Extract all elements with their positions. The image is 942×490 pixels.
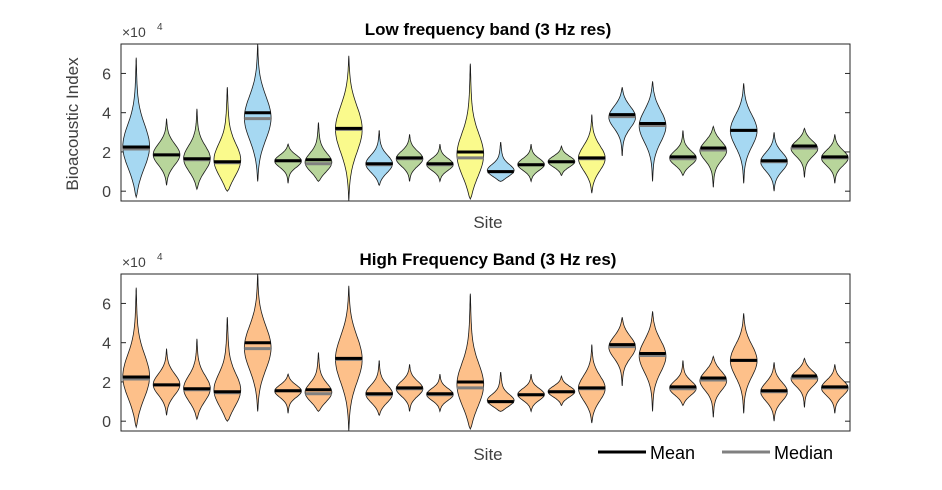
violin-14 bbox=[517, 144, 545, 183]
violin-6 bbox=[274, 373, 302, 414]
violin-1 bbox=[122, 287, 151, 429]
violin-7 bbox=[304, 352, 333, 412]
violin-3 bbox=[183, 338, 211, 421]
violin-23 bbox=[790, 357, 819, 408]
panel-1-xlabel: Site bbox=[473, 213, 502, 232]
panel-1-exponent-power: 4 bbox=[157, 22, 163, 33]
y-tick-label: 2 bbox=[102, 375, 111, 392]
violin-2 bbox=[152, 348, 181, 416]
y-tick-label: 6 bbox=[102, 66, 111, 83]
violin-12 bbox=[456, 293, 485, 431]
y-tick-label: 4 bbox=[102, 336, 111, 353]
violin-16 bbox=[577, 344, 606, 424]
panel-1-axes-box bbox=[120, 43, 851, 202]
panel-1-ylabel: Bioacoustic Index bbox=[63, 57, 82, 191]
panel-2: 0 2 4 6 bbox=[102, 273, 851, 432]
violin-1 bbox=[122, 57, 151, 199]
violin-18 bbox=[638, 81, 667, 182]
panel-2-exponent-base: ×10 bbox=[122, 254, 146, 270]
y-tick-label: 4 bbox=[102, 106, 111, 123]
violin-2 bbox=[152, 118, 181, 186]
y-tick-label: 0 bbox=[102, 184, 111, 201]
violin-13 bbox=[486, 372, 515, 412]
y-tick-label: 2 bbox=[102, 145, 111, 162]
violin-12 bbox=[456, 63, 485, 201]
panel-1-exponent-base: ×10 bbox=[122, 24, 146, 40]
violin-13 bbox=[486, 142, 515, 182]
violin-19 bbox=[669, 130, 697, 177]
panel-1: 0 2 4 6 bbox=[102, 43, 851, 202]
violin-14 bbox=[517, 374, 545, 413]
violin-20 bbox=[699, 355, 728, 418]
violin-18 bbox=[638, 311, 667, 412]
violin-3 bbox=[183, 108, 211, 191]
violin-21 bbox=[729, 313, 758, 414]
violin-4 bbox=[213, 87, 242, 192]
violin-20 bbox=[699, 125, 728, 188]
panel-2-axes-box bbox=[120, 273, 851, 432]
violin-6 bbox=[274, 143, 302, 184]
panel-2-xlabel: Site bbox=[473, 445, 502, 464]
violin-17 bbox=[608, 87, 637, 156]
violin-19 bbox=[669, 360, 697, 407]
violin-21 bbox=[729, 83, 758, 184]
violin-4 bbox=[213, 317, 242, 422]
panel-2-exponent-power: 4 bbox=[157, 252, 163, 263]
panel-2-title: High Frequency Band (3 Hz res) bbox=[360, 250, 617, 269]
violin-9 bbox=[365, 130, 394, 187]
violin-7 bbox=[304, 122, 333, 182]
violin-23 bbox=[790, 127, 819, 178]
legend-mean-label: Mean bbox=[650, 443, 695, 463]
y-tick-label: 0 bbox=[102, 414, 111, 431]
y-tick-label: 6 bbox=[102, 296, 111, 313]
legend-median-label: Median bbox=[774, 443, 833, 463]
violin-17 bbox=[608, 317, 637, 386]
panel-1-title: Low frequency band (3 Hz res) bbox=[365, 20, 612, 39]
violin-9 bbox=[365, 360, 394, 417]
violin-16 bbox=[577, 114, 606, 194]
